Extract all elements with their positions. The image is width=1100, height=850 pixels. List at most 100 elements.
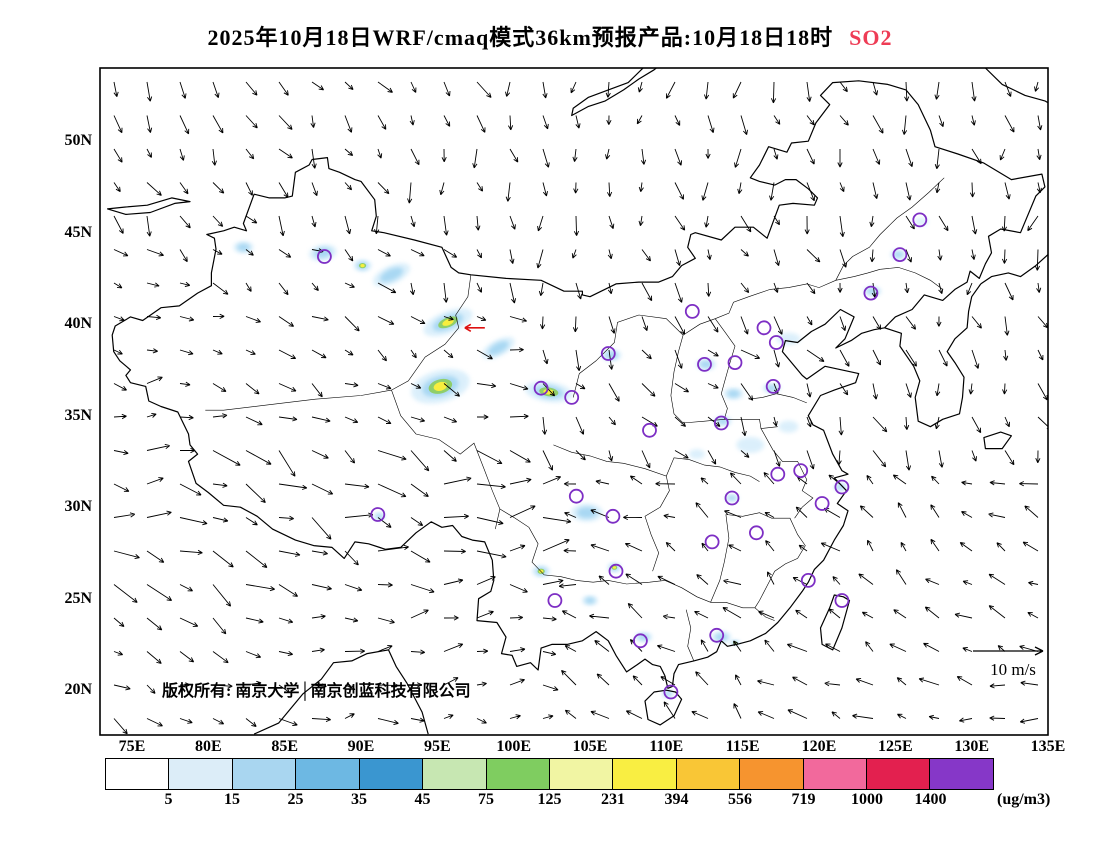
so2-plume <box>776 332 801 345</box>
city-marker <box>564 389 580 405</box>
plume-mid <box>727 389 740 398</box>
lon-tick-label: 115E <box>725 738 760 755</box>
city-marker <box>600 346 616 361</box>
city-marker <box>765 378 781 394</box>
hainan-island <box>644 689 683 726</box>
plume-core <box>612 566 617 569</box>
province-border <box>685 609 695 662</box>
city-marker <box>663 684 679 700</box>
taiwan-island <box>819 594 851 651</box>
lon-tick-label: 95E <box>423 738 451 755</box>
lat-tick-label: 35N <box>64 406 92 424</box>
colorbar-tick-label: 719 <box>791 791 816 808</box>
lon-tick-label: 90E <box>347 738 375 755</box>
city-marker <box>713 415 729 431</box>
colorbar-cell <box>296 759 360 789</box>
wind-speed-label: 10 m/s <box>990 660 1036 679</box>
china-border <box>111 80 1046 689</box>
page-title: 2025年10月18日WRF/cmaq模式36km预报产品:10月18日18时 S… <box>0 20 1100 52</box>
colorbar-tick-label: 125 <box>537 791 562 808</box>
plume-core <box>442 318 454 326</box>
colorbar-cell <box>740 759 804 789</box>
so2-plume <box>308 244 337 262</box>
province-border <box>572 314 778 429</box>
city-marker <box>912 212 928 228</box>
kyushu-island <box>983 431 1012 450</box>
so2-plume <box>724 494 739 503</box>
city-marker <box>793 463 809 479</box>
city-marker <box>768 335 784 350</box>
colorbar-cell <box>676 759 741 789</box>
city-marker <box>756 320 772 336</box>
so2-plume <box>373 263 411 287</box>
province-border <box>682 269 881 336</box>
city-marker <box>608 563 624 579</box>
city-marker <box>727 355 743 371</box>
colorbar-tick-label: 35 <box>351 791 367 808</box>
plume-low <box>688 449 705 460</box>
colorbar-cell <box>867 759 931 789</box>
province-border <box>499 508 775 621</box>
colorbar-cell <box>549 759 614 789</box>
colorbar-tick-label: 394 <box>664 791 689 808</box>
city-marker <box>533 380 549 396</box>
city-marker <box>892 247 908 263</box>
map-layers <box>107 68 1048 735</box>
lon-tick-label: 110E <box>649 738 684 755</box>
so2-plume <box>688 449 705 460</box>
colorbar-cell <box>930 759 993 789</box>
bay-of-bengal-coast <box>253 649 429 735</box>
colorbar-tick-label: 556 <box>728 791 752 808</box>
plume-mid <box>488 341 509 355</box>
city-marker <box>697 356 712 372</box>
province-border <box>760 428 814 519</box>
lat-tick-label: 40N <box>64 315 92 332</box>
lon-tick-label: 75E <box>118 738 146 755</box>
city-marker <box>863 285 879 301</box>
so2-plume <box>411 369 470 404</box>
province-border <box>205 274 472 411</box>
colorbar-cell <box>803 759 868 789</box>
province-border <box>714 318 736 420</box>
plume-mid <box>585 597 595 604</box>
title-pollutant: SO2 <box>849 25 893 50</box>
so2-plume <box>423 308 473 337</box>
city-marker <box>547 593 563 608</box>
so2-plume <box>711 631 732 644</box>
plume-mid <box>375 513 384 519</box>
so2-plume <box>723 387 744 400</box>
province-border <box>748 393 807 404</box>
lon-tick-label: 135E <box>1030 738 1066 755</box>
plume-low <box>778 420 799 433</box>
city-markers <box>316 212 928 700</box>
city-marker <box>834 479 850 495</box>
lat-tick-label: 45N <box>64 223 92 241</box>
lon-tick-label: 85E <box>271 738 298 755</box>
province-border <box>391 389 501 530</box>
plume-core <box>433 381 448 391</box>
colorbar-tick-label: 1000 <box>851 791 883 808</box>
province-border <box>666 457 760 482</box>
plume-mid <box>866 288 879 295</box>
city-marker <box>684 303 700 319</box>
so2-plume <box>582 595 598 606</box>
lat-tick-label: 50N <box>64 132 92 149</box>
colorbar-unit-label: (ug/m3) <box>997 791 1051 808</box>
colorbar-cell <box>423 759 487 789</box>
map-frame <box>99 67 1049 736</box>
colorbar-cell <box>232 759 297 789</box>
lon-tick-label: 80E <box>194 738 222 755</box>
city-marker <box>316 249 332 264</box>
city-marker <box>724 490 740 506</box>
city-marker <box>800 573 816 588</box>
so2-plume <box>532 565 551 578</box>
city-marker <box>704 534 720 550</box>
colorbar <box>105 758 994 790</box>
lon-tick-label: 100E <box>496 738 531 755</box>
city-marker <box>642 422 657 438</box>
so2-plume <box>736 436 765 453</box>
plume-mid <box>699 360 713 369</box>
plume-low <box>736 436 765 453</box>
colorbar-cell <box>486 759 550 789</box>
city-marker <box>834 593 850 608</box>
